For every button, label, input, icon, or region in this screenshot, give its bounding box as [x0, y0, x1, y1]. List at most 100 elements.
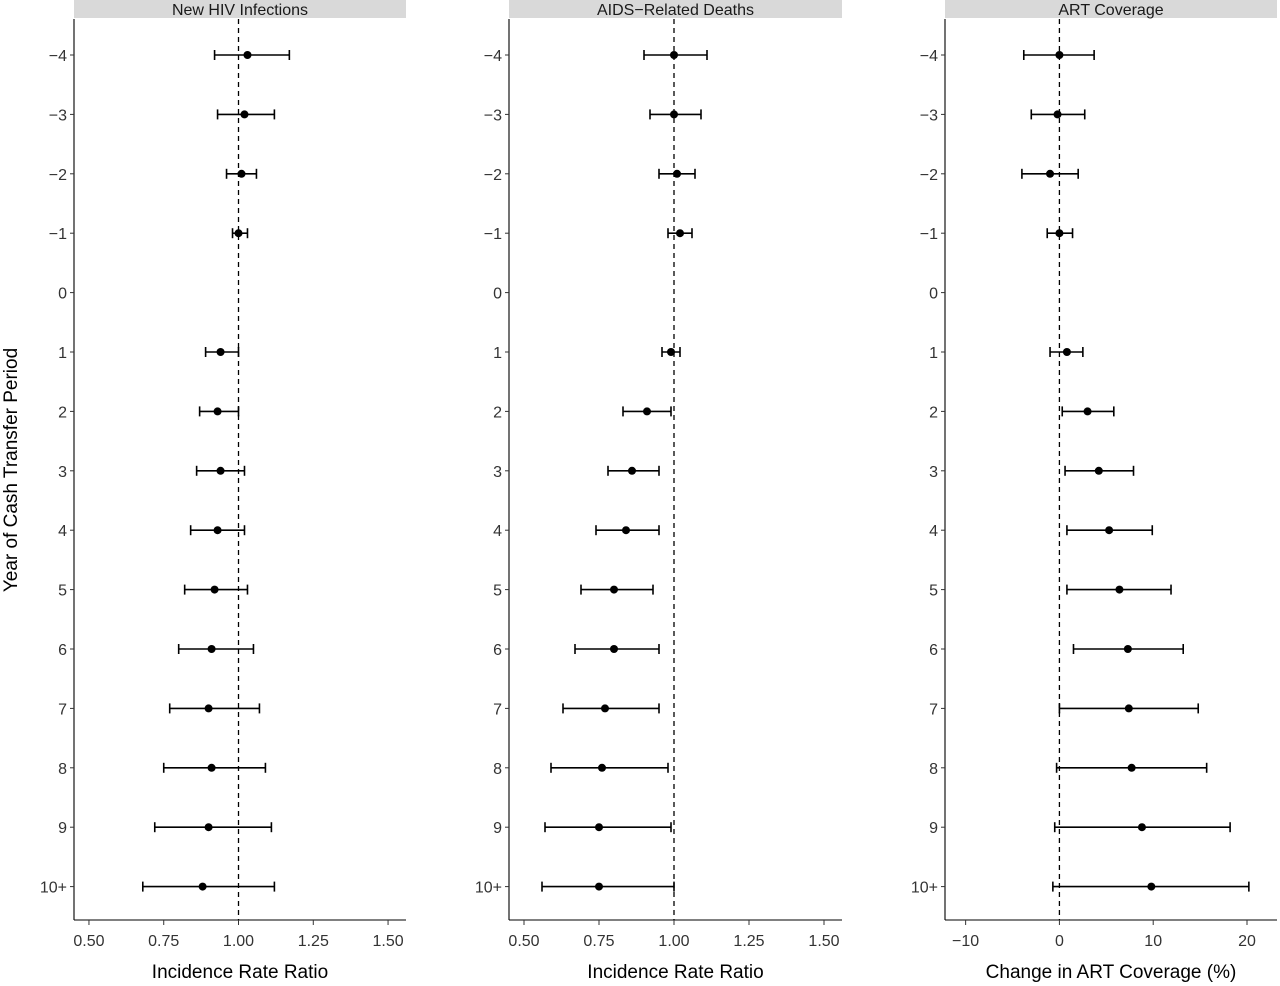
point-estimate: [210, 585, 219, 594]
y-tick-label: 9: [929, 820, 938, 837]
x-axis-title: Incidence Rate Ratio: [152, 962, 328, 983]
point-estimate: [676, 229, 684, 238]
y-tick-label: −3: [49, 107, 67, 124]
y-tick-label: 4: [929, 523, 938, 540]
y-tick-label: 8: [493, 761, 502, 778]
x-tick-label: 1.00: [223, 933, 254, 950]
y-tick-label: −4: [49, 48, 67, 65]
point-estimate: [1137, 823, 1146, 832]
y-tick-label: 6: [493, 642, 502, 659]
point-estimate: [1053, 110, 1062, 119]
x-tick-label: 1.00: [658, 933, 689, 950]
y-tick-label: 0: [929, 286, 938, 303]
y-tick-label: 3: [929, 464, 938, 481]
point-estimate: [610, 585, 618, 594]
y-tick-label: 4: [493, 523, 502, 540]
point-estimate: [213, 407, 222, 416]
point-estimate: [198, 882, 207, 891]
y-tick-label: −1: [484, 226, 502, 243]
x-axis-title: Change in ART Coverage (%): [986, 962, 1237, 983]
point-estimate: [1046, 169, 1055, 178]
y-tick-label: 6: [929, 642, 938, 659]
panel-title: AIDS−Related Deaths: [597, 2, 754, 19]
point-estimate: [673, 169, 681, 178]
panel-strip: [509, 0, 842, 18]
x-tick-label: 10: [1144, 933, 1162, 950]
point-estimate: [610, 645, 618, 653]
y-tick-label: −3: [920, 107, 938, 124]
point-estimate: [1127, 763, 1136, 772]
y-tick-label: 6: [58, 642, 67, 659]
x-tick-label: 20: [1238, 933, 1256, 950]
y-tick-label: −2: [920, 167, 938, 184]
y-tick-label: 1: [493, 345, 502, 362]
panel-strip: [74, 0, 406, 18]
y-tick-label: 2: [929, 404, 938, 421]
x-tick-label: 0.75: [148, 933, 179, 950]
point-estimate: [595, 882, 603, 891]
point-estimate: [670, 110, 678, 119]
y-tick-label: −1: [49, 226, 67, 243]
y-tick-label: 3: [493, 464, 502, 481]
point-estimate: [213, 526, 222, 535]
x-tick-label: 1.25: [733, 933, 764, 950]
y-tick-label: 2: [58, 404, 67, 421]
panel-strip: [945, 0, 1277, 18]
point-estimate: [667, 348, 675, 356]
point-estimate: [643, 407, 651, 416]
point-estimate: [237, 169, 246, 178]
point-estimate: [216, 348, 225, 356]
point-estimate: [207, 763, 216, 772]
panel-title: New HIV Infections: [172, 2, 308, 19]
y-tick-label: 5: [58, 583, 67, 600]
y-tick-label: −4: [920, 48, 938, 65]
point-estimate: [1105, 526, 1114, 535]
point-estimate: [1062, 348, 1071, 356]
y-tick-label: 8: [58, 761, 67, 778]
point-estimate: [207, 645, 216, 653]
y-tick-label: 1: [58, 345, 67, 362]
x-axis-title: Incidence Rate Ratio: [587, 962, 763, 983]
y-tick-label: 0: [493, 286, 502, 303]
point-estimate: [598, 763, 606, 772]
y-tick-label: 7: [929, 701, 938, 718]
point-estimate: [628, 466, 636, 475]
point-estimate: [234, 229, 243, 238]
y-tick-label: 9: [58, 820, 67, 837]
y-tick-label: 0: [58, 286, 67, 303]
y-tick-label: 7: [58, 701, 67, 718]
x-tick-label: 1.25: [298, 933, 329, 950]
point-estimate: [1055, 51, 1064, 59]
point-estimate: [1147, 882, 1156, 891]
y-tick-label: 10+: [475, 880, 502, 897]
x-tick-label: 1.50: [372, 933, 403, 950]
y-tick-label: 9: [493, 820, 502, 837]
point-estimate: [1123, 645, 1132, 653]
x-tick-label: 0.75: [583, 933, 614, 950]
y-tick-label: 4: [58, 523, 67, 540]
point-estimate: [601, 704, 609, 713]
point-estimate: [1083, 407, 1092, 416]
x-tick-label: −10: [952, 933, 979, 950]
y-tick-label: 5: [493, 583, 502, 600]
point-estimate: [204, 704, 213, 713]
y-tick-label: −2: [49, 167, 67, 184]
x-tick-label: 0: [1055, 933, 1064, 950]
x-tick-label: 1.50: [808, 933, 839, 950]
panel-title: ART Coverage: [1058, 2, 1163, 19]
x-tick-label: 0.50: [73, 933, 104, 950]
y-tick-label: 5: [929, 583, 938, 600]
point-estimate: [204, 823, 213, 832]
point-estimate: [1094, 466, 1103, 475]
y-tick-label: 10+: [911, 880, 938, 897]
point-estimate: [1124, 704, 1133, 713]
point-estimate: [670, 51, 678, 59]
x-tick-label: 0.50: [508, 933, 539, 950]
y-tick-label: −4: [484, 48, 502, 65]
point-estimate: [243, 51, 252, 59]
point-estimate: [1055, 229, 1064, 238]
y-tick-label: 3: [58, 464, 67, 481]
y-tick-label: −3: [484, 107, 502, 124]
point-estimate: [595, 823, 603, 832]
